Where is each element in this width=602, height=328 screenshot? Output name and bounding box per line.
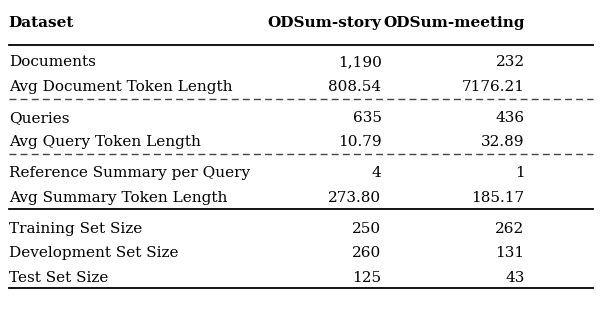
- Text: 273.80: 273.80: [329, 191, 382, 205]
- Text: Development Set Size: Development Set Size: [9, 246, 178, 260]
- Text: Avg Document Token Length: Avg Document Token Length: [9, 80, 232, 94]
- Text: 185.17: 185.17: [471, 191, 525, 205]
- Text: 131: 131: [495, 246, 525, 260]
- Text: ODSum-story: ODSum-story: [268, 16, 382, 30]
- Text: Avg Summary Token Length: Avg Summary Token Length: [9, 191, 227, 205]
- Text: Test Set Size: Test Set Size: [9, 271, 108, 285]
- Text: Queries: Queries: [9, 111, 69, 125]
- Text: 1,190: 1,190: [338, 55, 382, 69]
- Text: 262: 262: [495, 222, 525, 236]
- Text: 436: 436: [495, 111, 525, 125]
- Text: 250: 250: [352, 222, 382, 236]
- Text: 32.89: 32.89: [481, 135, 525, 149]
- Text: 808.54: 808.54: [329, 80, 382, 94]
- Text: Training Set Size: Training Set Size: [9, 222, 142, 236]
- Text: Dataset: Dataset: [9, 16, 74, 30]
- Text: ODSum-meeting: ODSum-meeting: [383, 16, 525, 30]
- Text: 7176.21: 7176.21: [462, 80, 525, 94]
- Text: 1: 1: [515, 166, 525, 180]
- Text: Documents: Documents: [9, 55, 96, 69]
- Text: Avg Query Token Length: Avg Query Token Length: [9, 135, 200, 149]
- Text: 635: 635: [353, 111, 382, 125]
- Text: 232: 232: [495, 55, 525, 69]
- Text: 43: 43: [505, 271, 525, 285]
- Text: 10.79: 10.79: [338, 135, 382, 149]
- Text: 4: 4: [372, 166, 382, 180]
- Text: Reference Summary per Query: Reference Summary per Query: [9, 166, 250, 180]
- Text: 125: 125: [352, 271, 382, 285]
- Text: 260: 260: [352, 246, 382, 260]
